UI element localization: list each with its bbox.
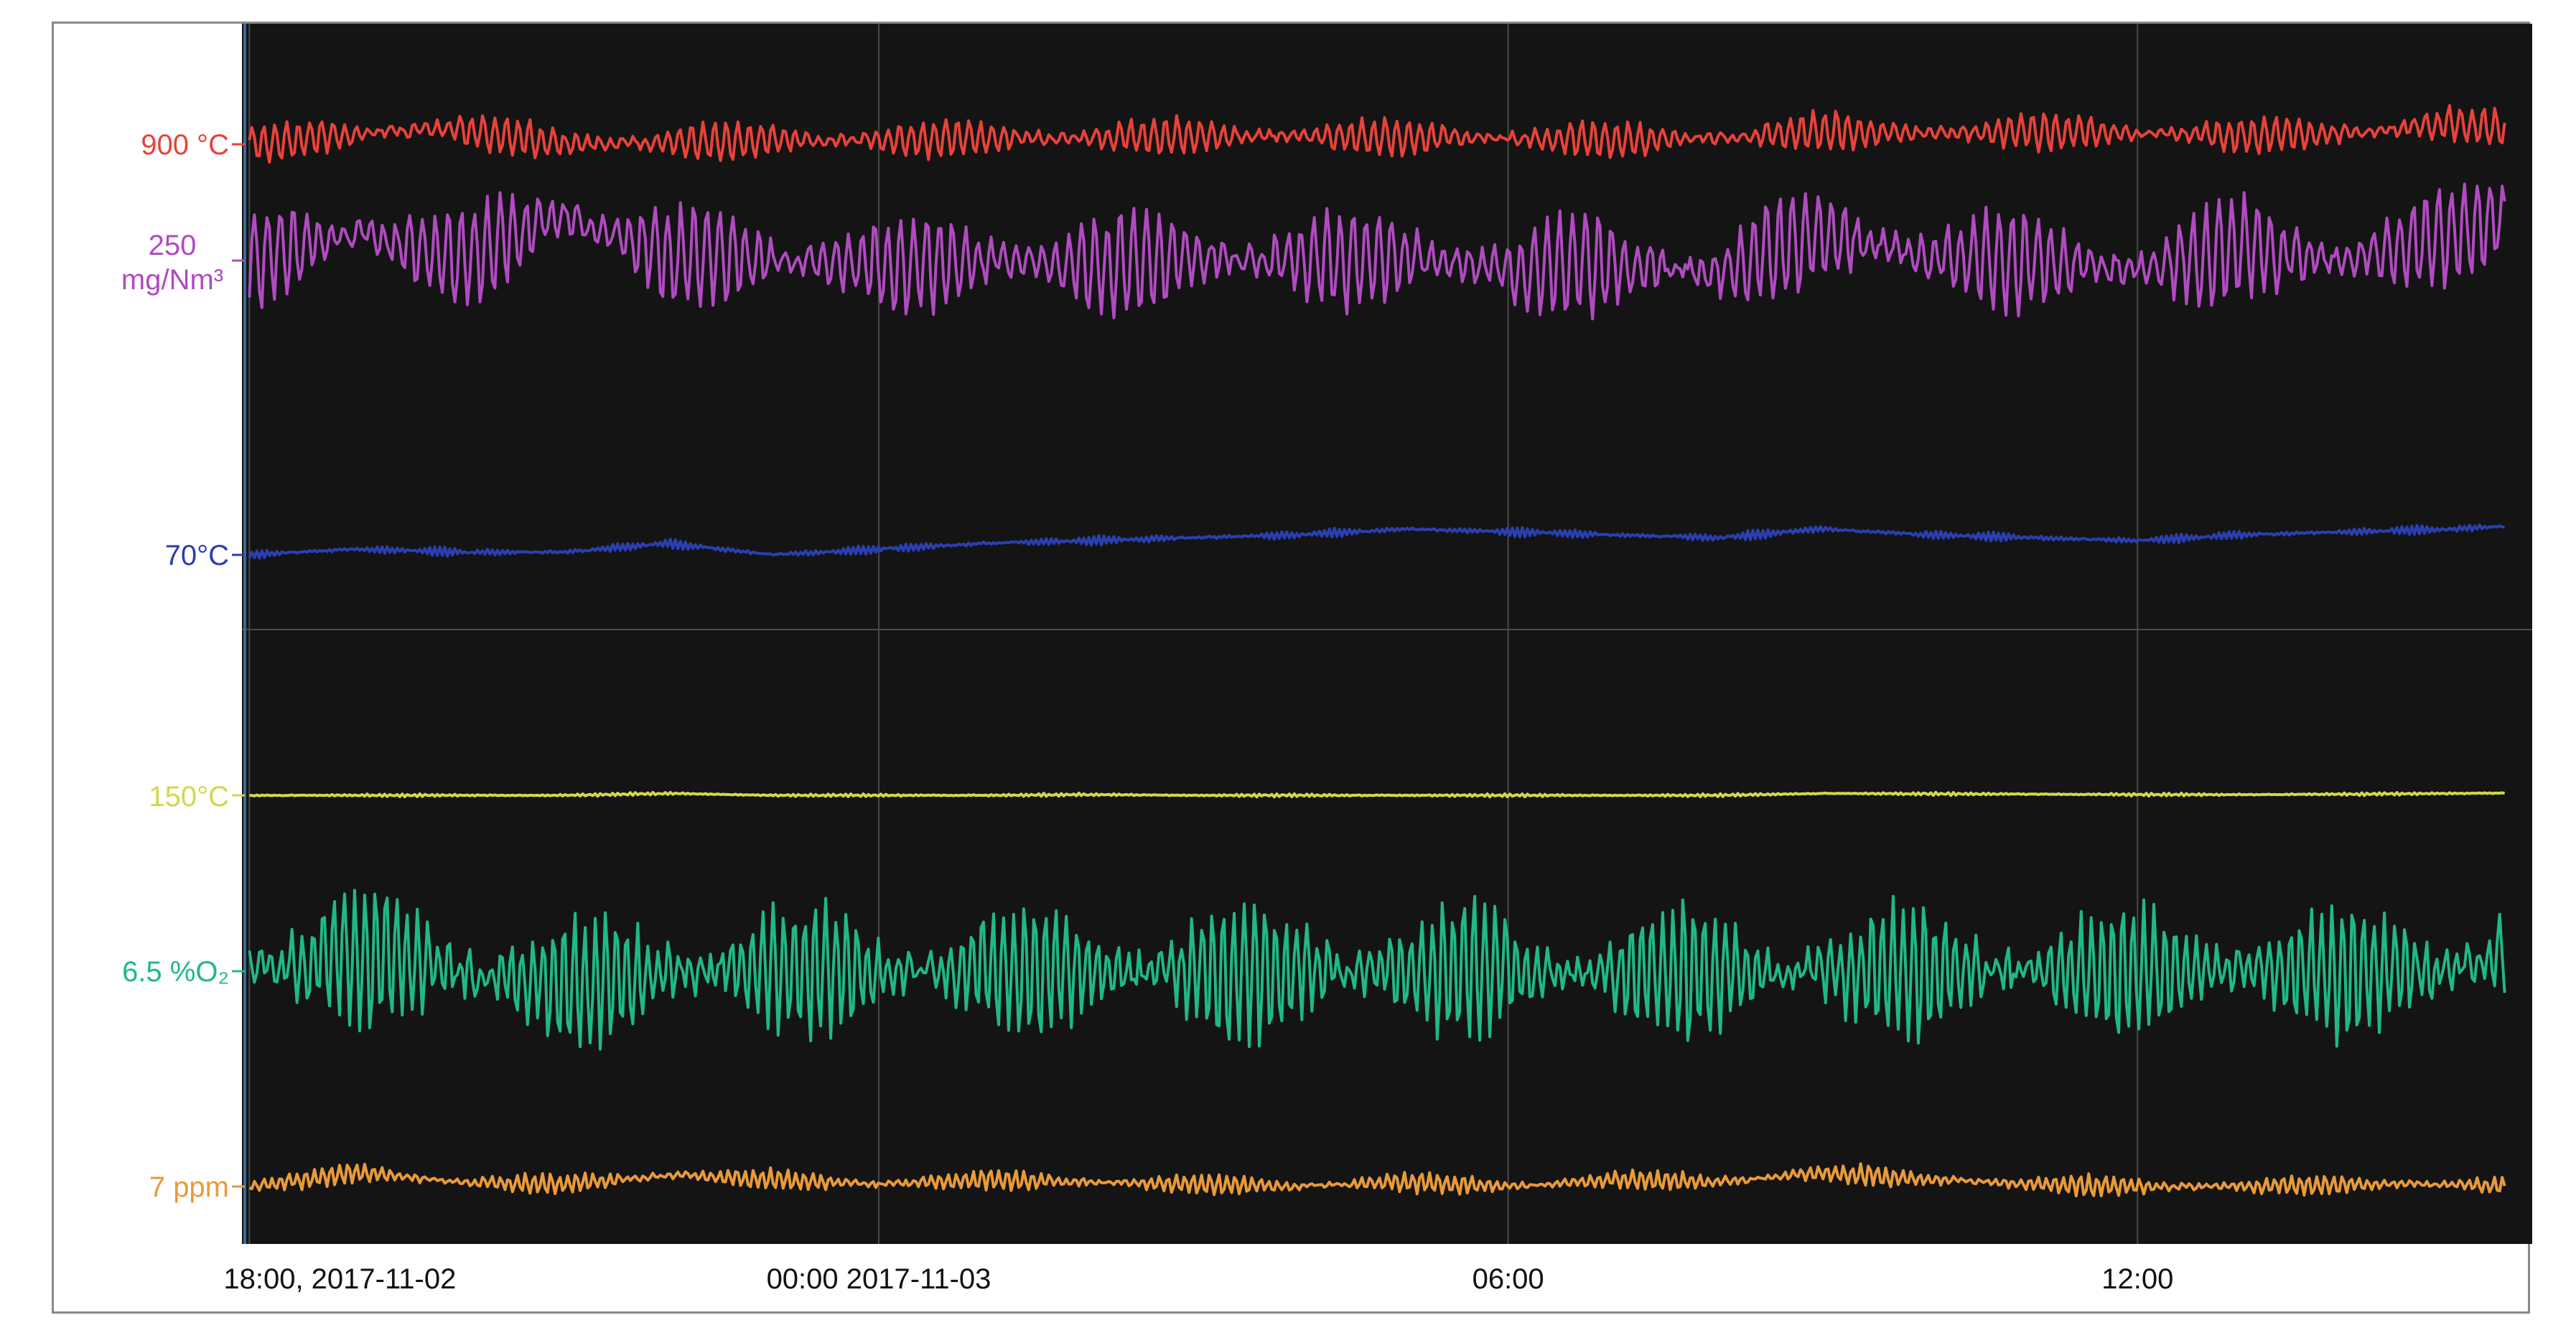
label-900c: 900 °C xyxy=(141,129,229,161)
label-70c: 70°C xyxy=(165,540,229,571)
x-tick-1200: 12:00 xyxy=(2101,1263,2173,1295)
label-250-mgnm3-unit: mg/Nm³ xyxy=(121,264,223,296)
trace-ppm xyxy=(248,1162,2506,1198)
chart-frame: 900 °C 250 mg/Nm³ 70°C 150°C 6.5 %O₂ 7 ppm 18:… xyxy=(52,22,2532,1314)
x-tick-0600: 06:00 xyxy=(1473,1263,1544,1295)
label-7-ppm: 7 ppm xyxy=(149,1171,229,1203)
trace-250-mgnm3 xyxy=(248,182,2506,321)
trace-temperature-70c xyxy=(248,523,2505,560)
x-tick-0000-2017-11-03: 00:00 2017-11-03 xyxy=(767,1263,991,1295)
series-traces xyxy=(248,104,2506,1198)
plot-background xyxy=(242,24,2532,1244)
x-tick-1800-2017-11-02: 18:00, 2017-11-02 xyxy=(223,1263,456,1295)
label-250-mgnm3-value: 250 xyxy=(149,230,197,261)
label-6-5-o2: 6.5 %O₂ xyxy=(122,956,229,988)
grid-lines xyxy=(242,24,2532,1244)
trace-o2 xyxy=(248,889,2506,1051)
label-150c: 150°C xyxy=(149,781,229,813)
x-axis-tick-labels: 18:00, 2017-11-02 00:00 2017-11-03 06:00 12… xyxy=(223,1263,2173,1295)
trace-temperature-150c xyxy=(249,790,2505,799)
trace-temperature-900c xyxy=(248,104,2506,164)
